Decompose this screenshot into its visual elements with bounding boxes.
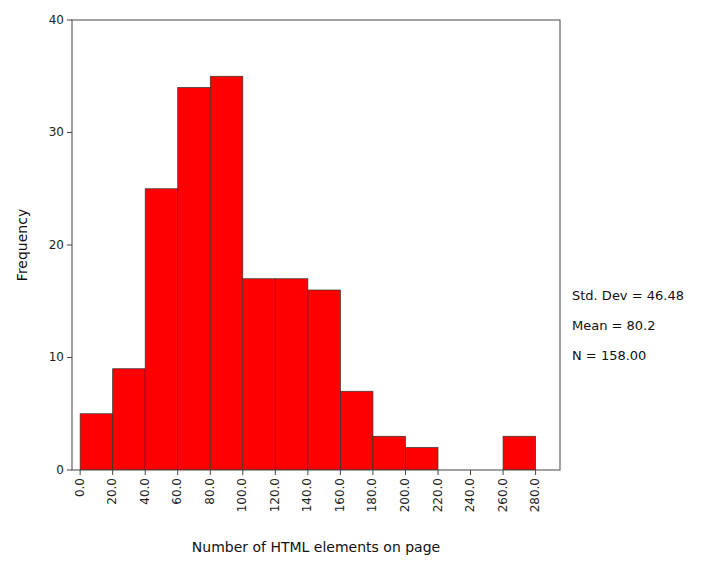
x-tick [535, 470, 536, 475]
chart: 0 10 20 30 40 0.0 20.0 40.0 60.0 80.0 100.0 120.0 14… [0, 0, 721, 576]
bar [503, 436, 536, 470]
x-tick [242, 470, 243, 475]
bar [178, 88, 211, 471]
y-tick-label: 20 [49, 238, 64, 252]
bars [80, 76, 535, 470]
x-tick-label: 0.0 [73, 478, 87, 497]
bar [405, 448, 438, 471]
bar [373, 436, 406, 470]
x-tick [307, 470, 308, 475]
x-tick [340, 470, 341, 475]
bar [243, 279, 276, 470]
x-tick-label: 40.0 [138, 478, 152, 505]
x-tick [275, 470, 276, 475]
x-tick [210, 470, 211, 475]
x-tick [112, 470, 113, 475]
bar [210, 76, 243, 470]
y-axis: 0 10 20 30 40 [49, 13, 72, 477]
x-tick-label: 20.0 [105, 478, 119, 505]
bar [145, 189, 178, 470]
x-tick [438, 470, 439, 475]
x-tick-label: 280.0 [528, 478, 542, 512]
x-tick-label: 220.0 [431, 478, 445, 512]
x-tick-label: 60.0 [170, 478, 184, 505]
x-axis: 0.0 20.0 40.0 60.0 80.0 100.0 120.0 140.0 160.0 1… [73, 470, 542, 512]
x-axis-label: Number of HTML elements on page [192, 539, 440, 555]
y-tick [67, 357, 72, 358]
annotations: Std. Dev = 46.48 Mean = 80.2 N = 158.00 [572, 288, 684, 363]
bar [308, 290, 341, 470]
y-axis-label: Frequency [14, 209, 30, 281]
x-tick [405, 470, 406, 475]
annotation: Mean = 80.2 [572, 318, 656, 333]
x-tick-label: 120.0 [268, 478, 282, 512]
y-tick-label: 10 [49, 350, 64, 364]
y-tick [67, 20, 72, 21]
x-tick [80, 470, 81, 475]
x-tick [470, 470, 471, 475]
x-tick [145, 470, 146, 475]
y-tick-label: 30 [49, 125, 64, 139]
y-tick [67, 132, 72, 133]
bar [113, 369, 146, 470]
x-tick-label: 260.0 [496, 478, 510, 512]
x-tick-label: 240.0 [463, 478, 477, 512]
x-tick [503, 470, 504, 475]
y-tick [67, 245, 72, 246]
annotation: N = 158.00 [572, 348, 646, 363]
x-tick [177, 470, 178, 475]
x-tick-label: 100.0 [235, 478, 249, 512]
plot-frame [72, 20, 560, 470]
bar [80, 414, 113, 470]
x-tick-label: 80.0 [203, 478, 217, 505]
y-tick-label: 40 [49, 13, 64, 27]
bar [340, 391, 373, 470]
x-tick [372, 470, 373, 475]
annotation: Std. Dev = 46.48 [572, 288, 684, 303]
x-tick-label: 160.0 [333, 478, 347, 512]
x-tick-label: 180.0 [365, 478, 379, 512]
x-tick-label: 140.0 [300, 478, 314, 512]
x-tick-label: 200.0 [398, 478, 412, 512]
y-tick [67, 470, 72, 471]
y-tick-label: 0 [56, 463, 64, 477]
bar [275, 279, 308, 470]
